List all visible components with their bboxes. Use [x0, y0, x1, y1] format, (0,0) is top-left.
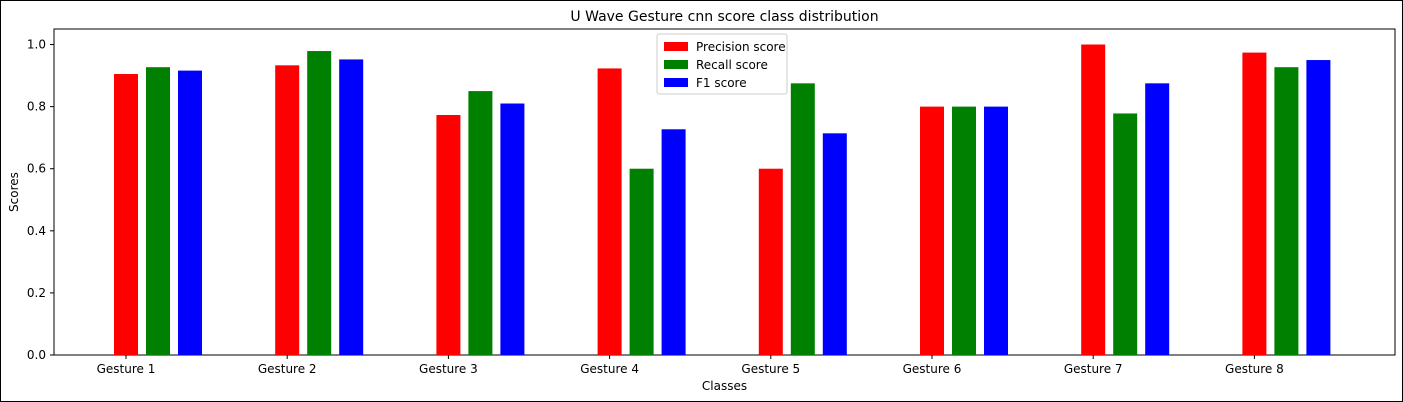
- x-tick-label: Gesture 2: [258, 362, 317, 376]
- legend: Precision score Recall score F1 score: [656, 33, 788, 95]
- bar-recall-score-4: [629, 168, 654, 355]
- y-axis-label: Scores: [7, 172, 21, 212]
- x-tick-label: Gesture 7: [1064, 362, 1123, 376]
- legend-swatch-recall-score: [664, 60, 688, 69]
- x-tick-label: Gesture 1: [97, 362, 156, 376]
- bar-precision-score-2: [275, 65, 300, 355]
- bar-recall-score-3: [468, 91, 493, 355]
- bar-recall-score-7: [1113, 113, 1138, 355]
- bar-precision-score-7: [1081, 44, 1106, 356]
- bar-f1-score-8: [1306, 60, 1331, 356]
- y-tick-label: 0.0: [27, 348, 46, 362]
- y-axis: 0.0 0.2 0.4 0.6 0.8 1.0: [27, 38, 54, 362]
- legend-swatch-precision-score: [664, 42, 688, 51]
- legend-label-f1-score: F1 score: [696, 76, 747, 90]
- bar-precision-score-6: [920, 106, 944, 355]
- legend-label-precision-score: Precision score: [696, 40, 786, 54]
- bar-precision-score-4: [597, 68, 622, 355]
- bar-recall-score-2: [307, 51, 332, 355]
- bar-precision-score-8: [1242, 52, 1267, 355]
- bar-precision-score-1: [114, 74, 138, 356]
- plot-area: [53, 28, 1396, 356]
- bar-recall-score-6: [952, 106, 976, 355]
- bar-recall-score-8: [1274, 67, 1299, 355]
- y-tick-label: 1.0: [27, 38, 46, 52]
- x-tick-label: Gesture 5: [741, 362, 800, 376]
- bars-group: [114, 44, 1331, 356]
- bar-f1-score-4: [661, 129, 686, 355]
- x-tick-label: Gesture 8: [1225, 362, 1284, 376]
- bar-f1-score-3: [500, 103, 525, 355]
- x-axis-label: Classes: [702, 379, 747, 393]
- bar-f1-score-5: [822, 133, 847, 355]
- legend-label-recall-score: Recall score: [696, 58, 768, 72]
- x-tick-label: Gesture 3: [419, 362, 478, 376]
- bar-f1-score-1: [178, 70, 202, 355]
- bar-f1-score-7: [1145, 83, 1170, 355]
- y-tick-label: 0.4: [27, 224, 46, 238]
- bar-precision-score-5: [758, 168, 783, 355]
- bar-recall-score-1: [146, 67, 170, 355]
- bar-precision-score-3: [436, 115, 461, 355]
- x-tick-label: Gesture 6: [903, 362, 962, 376]
- bar-recall-score-5: [790, 83, 815, 355]
- bar-f1-score-2: [339, 59, 364, 355]
- x-tick-label: Gesture 4: [580, 362, 639, 376]
- legend-box: [656, 33, 788, 95]
- chart-title: U Wave Gesture cnn score class distribut…: [570, 9, 878, 25]
- y-tick-label: 0.2: [27, 286, 46, 300]
- y-tick-label: 0.8: [27, 100, 46, 114]
- legend-swatch-f1-score: [664, 78, 688, 87]
- x-axis: Gesture 1 Gesture 2 Gesture 3 Gesture 4 Gest…: [97, 355, 1284, 376]
- bar-f1-score-6: [984, 106, 1008, 355]
- y-tick-label: 0.6: [27, 162, 46, 176]
